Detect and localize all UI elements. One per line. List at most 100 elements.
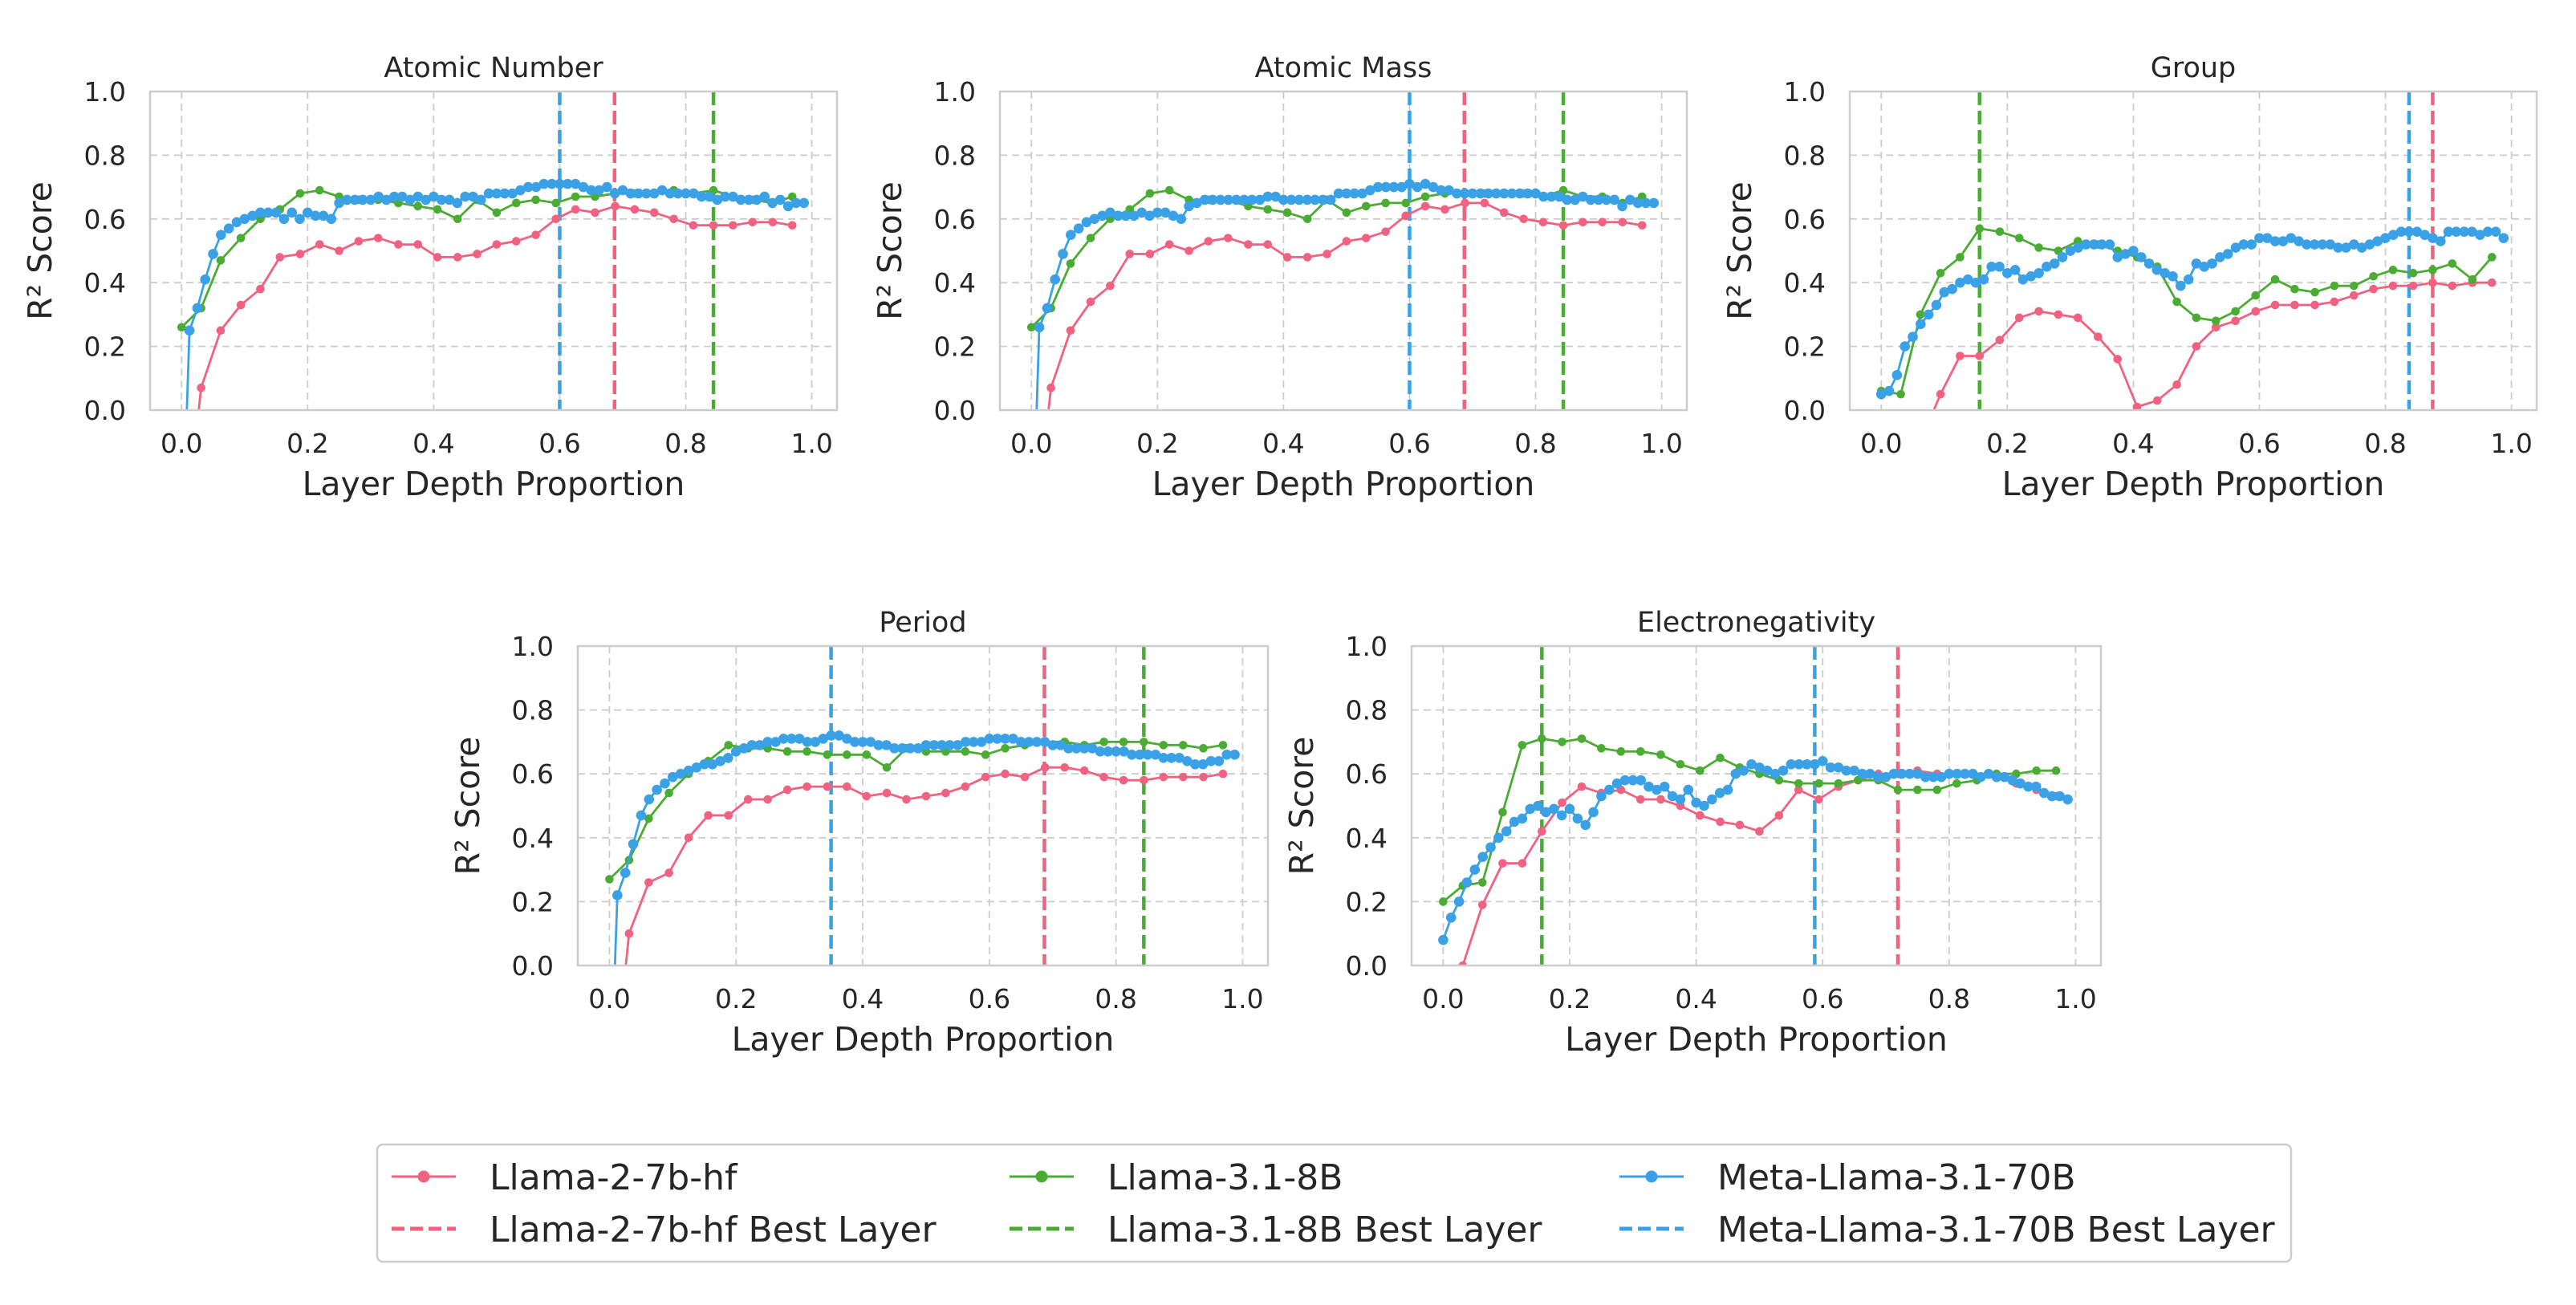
data-point bbox=[1461, 198, 1469, 208]
data-point bbox=[2135, 252, 2147, 262]
data-point bbox=[1140, 738, 1148, 746]
series-line bbox=[1047, 201, 1643, 410]
data-point bbox=[1975, 224, 1985, 234]
data-point bbox=[920, 740, 932, 750]
data-point bbox=[1570, 194, 1580, 205]
data-point bbox=[1579, 218, 1587, 227]
data-point bbox=[2364, 239, 2375, 250]
data-point bbox=[672, 188, 684, 199]
data-point bbox=[1105, 207, 1115, 218]
data-point bbox=[612, 890, 623, 900]
data-point bbox=[1970, 277, 1981, 288]
data-point bbox=[1440, 205, 1449, 214]
data-point bbox=[2152, 396, 2162, 405]
y-tick-label: 0.0 bbox=[1346, 950, 1388, 982]
data-point bbox=[1936, 771, 1947, 783]
series-line bbox=[185, 182, 804, 410]
data-point bbox=[2388, 281, 2398, 291]
data-point bbox=[1746, 758, 1757, 770]
data-point bbox=[262, 207, 274, 218]
data-point bbox=[842, 734, 852, 744]
data-point bbox=[1580, 819, 1591, 831]
data-point bbox=[2435, 236, 2446, 246]
data-point bbox=[1031, 737, 1042, 747]
x-tick-label: 0.8 bbox=[1514, 428, 1556, 459]
y-tick-label: 0.6 bbox=[512, 758, 554, 790]
data-point bbox=[177, 323, 186, 332]
data-point bbox=[746, 740, 758, 750]
data-point bbox=[1814, 795, 1823, 804]
data-point bbox=[2325, 239, 2336, 250]
data-point bbox=[1412, 181, 1423, 193]
data-point bbox=[473, 250, 481, 258]
y-tick-label: 1.0 bbox=[1784, 76, 1826, 108]
data-point bbox=[275, 253, 285, 262]
x-tick-label: 0.2 bbox=[1986, 428, 2028, 459]
data-point bbox=[2168, 270, 2178, 282]
data-point bbox=[767, 197, 778, 209]
data-point bbox=[1136, 207, 1147, 218]
data-point bbox=[1182, 755, 1193, 766]
data-point bbox=[531, 195, 540, 205]
data-point bbox=[2349, 281, 2359, 291]
data-point bbox=[2238, 239, 2249, 250]
data-point bbox=[2411, 226, 2423, 237]
data-point bbox=[1034, 322, 1045, 333]
data-point bbox=[1166, 753, 1176, 763]
data-point bbox=[1189, 758, 1201, 770]
data-point bbox=[636, 810, 647, 821]
data-point bbox=[522, 181, 534, 193]
data-point bbox=[2395, 226, 2407, 237]
data-point bbox=[1556, 810, 1567, 821]
data-point bbox=[1436, 185, 1447, 196]
data-point bbox=[1475, 188, 1486, 199]
data-point bbox=[2408, 281, 2418, 291]
data-point bbox=[1888, 768, 1899, 779]
data-point bbox=[270, 207, 282, 218]
data-point bbox=[648, 188, 660, 199]
data-point bbox=[1596, 791, 1607, 802]
data-point bbox=[834, 730, 844, 741]
data-point bbox=[1152, 207, 1163, 218]
data-point bbox=[1218, 741, 1228, 750]
y-tick-label: 0.4 bbox=[934, 267, 976, 299]
data-point bbox=[1936, 389, 1945, 399]
data-point bbox=[396, 191, 408, 202]
x-tick-label: 0.4 bbox=[1262, 428, 1304, 459]
data-point bbox=[1956, 352, 1965, 360]
data-point bbox=[1164, 185, 1174, 195]
y-tick-label: 0.2 bbox=[934, 331, 976, 363]
data-point bbox=[633, 188, 644, 199]
data-point bbox=[1794, 779, 1803, 788]
data-point bbox=[941, 788, 950, 798]
data-point bbox=[531, 230, 540, 239]
data-point bbox=[1458, 961, 1468, 966]
data-point bbox=[255, 207, 266, 218]
data-point bbox=[823, 750, 832, 759]
y-tick-label: 0.6 bbox=[934, 204, 976, 235]
data-point bbox=[1079, 766, 1089, 775]
data-point bbox=[326, 213, 337, 225]
data-point bbox=[571, 192, 580, 201]
legend-frame bbox=[376, 1143, 2293, 1263]
data-point bbox=[1755, 827, 1764, 836]
data-point bbox=[1159, 772, 1168, 782]
data-point bbox=[444, 194, 455, 205]
data-point bbox=[1834, 779, 1843, 788]
data-point bbox=[1001, 744, 1010, 753]
data-point bbox=[1572, 813, 1583, 824]
data-point bbox=[2172, 380, 2181, 389]
data-point bbox=[1095, 746, 1106, 757]
data-point bbox=[2290, 284, 2299, 294]
data-point bbox=[1519, 214, 1528, 224]
data-point bbox=[981, 772, 990, 782]
data-point bbox=[1145, 189, 1155, 198]
data-point bbox=[782, 785, 792, 795]
data-point bbox=[802, 737, 813, 747]
data-point bbox=[2014, 234, 2024, 242]
data-point bbox=[2490, 226, 2501, 237]
data-point bbox=[1908, 331, 1918, 342]
data-point bbox=[1707, 794, 1717, 805]
data-point bbox=[236, 300, 246, 310]
x-tick-label: 0.2 bbox=[715, 983, 757, 1014]
